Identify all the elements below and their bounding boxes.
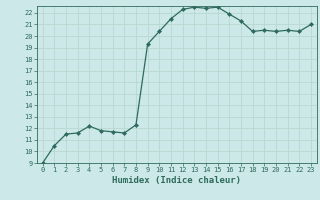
X-axis label: Humidex (Indice chaleur): Humidex (Indice chaleur) <box>112 176 241 185</box>
